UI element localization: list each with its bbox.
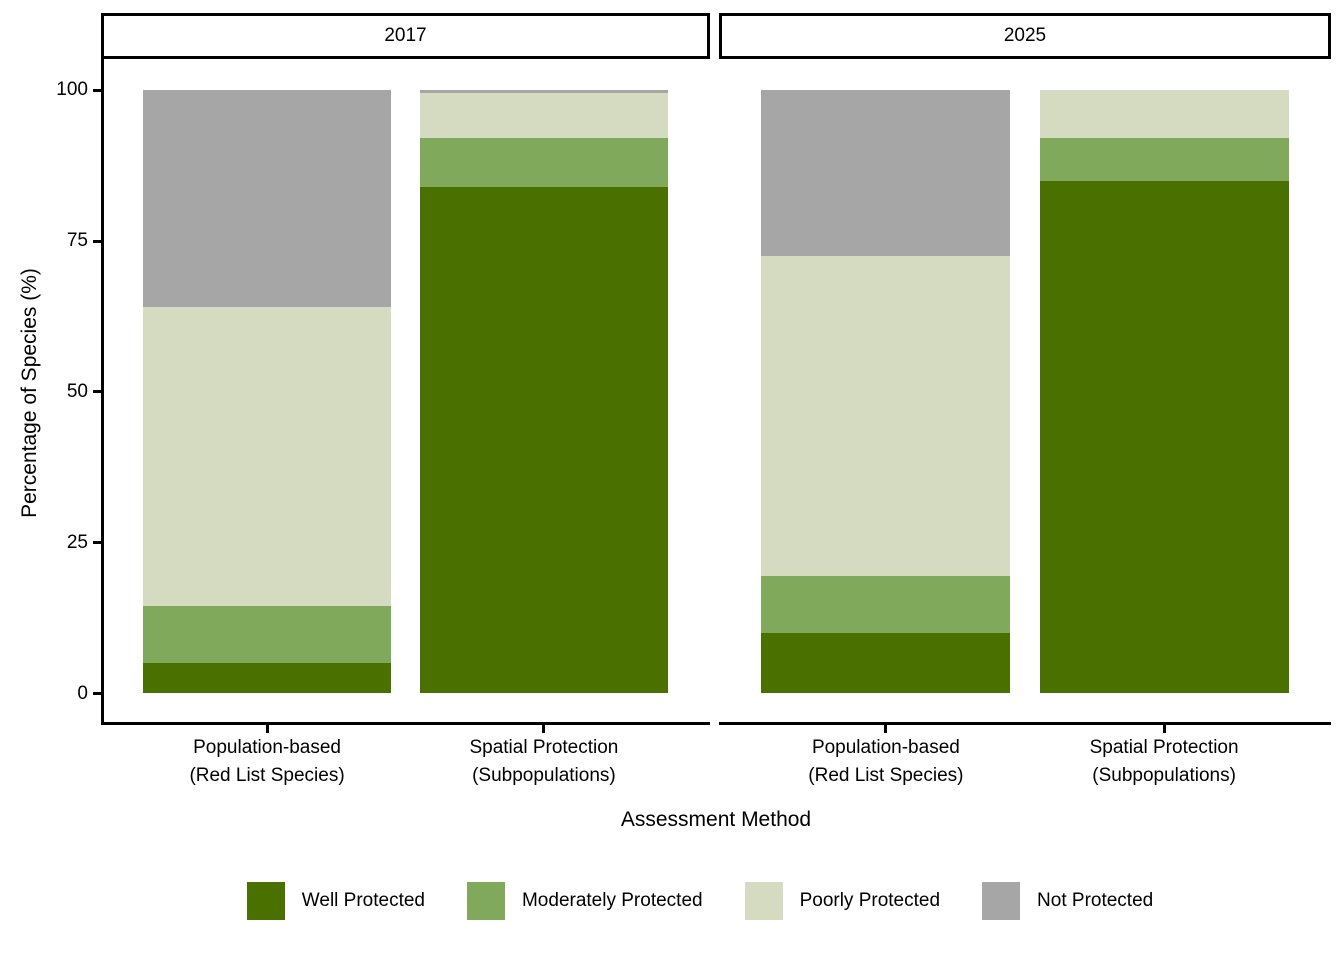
x-tick-label-spatial-protection: Spatial Protection (Subpopulations)	[1014, 734, 1314, 790]
legend-label: Moderately Protected	[521, 890, 703, 911]
x-tick-mark	[265, 725, 269, 733]
x-tick-label-population-based: Population-based (Red List Species)	[117, 734, 417, 790]
legend-swatch-moderately-protected	[466, 882, 505, 920]
x-axis-title: Assessment Method	[620, 808, 812, 831]
x-tick-label-line: (Red List Species)	[189, 765, 345, 786]
legend-swatch-well-protected	[246, 882, 285, 920]
x-tick-label-line: Population-based	[811, 737, 960, 758]
bar-segment-not-protected	[143, 90, 392, 308]
plot-area-2025	[719, 59, 1331, 725]
legend-label: Not Protected	[1037, 890, 1154, 911]
x-tick-mark	[1162, 725, 1166, 733]
bar-segment-well-protected	[419, 186, 668, 694]
x-tick-label-spatial-protection: Spatial Protection (Subpopulations)	[394, 734, 694, 790]
bar-segment-not-protected	[761, 90, 1011, 257]
x-tick-label-line: Spatial Protection	[1089, 737, 1239, 758]
bar-segment-poorly-protected	[143, 307, 392, 606]
x-tick-label-line: Population-based	[193, 737, 341, 758]
bar-segment-well-protected	[761, 633, 1011, 694]
x-tick-mark	[542, 725, 546, 733]
x-tick-label-line: Spatial Protection	[469, 737, 619, 758]
legend-swatch-not-protected	[982, 882, 1021, 920]
bar-segment-poorly-protected	[1039, 90, 1289, 139]
y-tick-label: 50	[66, 380, 88, 402]
bar-segment-moderately-protected	[1039, 138, 1289, 181]
y-tick-mark	[93, 692, 101, 695]
facet-panel-2017: 2017	[101, 13, 710, 725]
legend-item-moderately-protected: Moderately Protected	[466, 882, 703, 920]
y-tick-mark	[93, 239, 101, 243]
legend-item-not-protected: Not Protected	[982, 882, 1153, 920]
bar-segment-poorly-protected	[419, 93, 668, 139]
x-tick-label-line: (Subpopulations)	[1092, 765, 1236, 786]
x-tick-label-line: (Red List Species)	[808, 765, 964, 786]
x-axis-line	[719, 722, 1331, 725]
y-tick-label: 75	[66, 230, 88, 252]
facet-panel-2025: 2025	[719, 13, 1331, 725]
y-axis-line	[101, 59, 104, 725]
y-tick-mark	[93, 541, 101, 545]
legend-item-poorly-protected: Poorly Protected	[744, 882, 941, 920]
y-tick-mark	[93, 88, 101, 92]
y-tick-mark	[93, 390, 101, 394]
bar-segment-not-protected	[419, 90, 668, 94]
y-tick-label: 25	[66, 531, 88, 553]
x-tick-mark	[884, 725, 888, 733]
bar-segment-moderately-protected	[761, 575, 1011, 634]
bar-segment-well-protected	[1039, 180, 1289, 694]
plot-area-2017	[101, 59, 710, 725]
bar-segment-moderately-protected	[143, 606, 392, 664]
x-tick-label-population-based: Population-based (Red List Species)	[736, 734, 1036, 790]
legend-label: Well Protected	[301, 890, 425, 911]
bar-segment-moderately-protected	[419, 138, 668, 187]
x-axis-line	[101, 722, 710, 725]
legend-item-well-protected: Well Protected	[246, 882, 425, 920]
facet-strip-2025: 2025	[719, 13, 1331, 59]
x-tick-label-line: (Subpopulations)	[472, 765, 616, 786]
y-tick-label: 0	[77, 682, 88, 704]
legend-label: Poorly Protected	[799, 890, 941, 911]
bar-segment-poorly-protected	[761, 256, 1011, 576]
bar-segment-well-protected	[143, 663, 392, 694]
legend: Well Protected Moderately Protected Poorly…	[0, 882, 1344, 920]
y-tick-label: 100	[56, 79, 88, 101]
facet-strip-2017: 2017	[101, 13, 710, 59]
legend-swatch-poorly-protected	[744, 882, 783, 920]
